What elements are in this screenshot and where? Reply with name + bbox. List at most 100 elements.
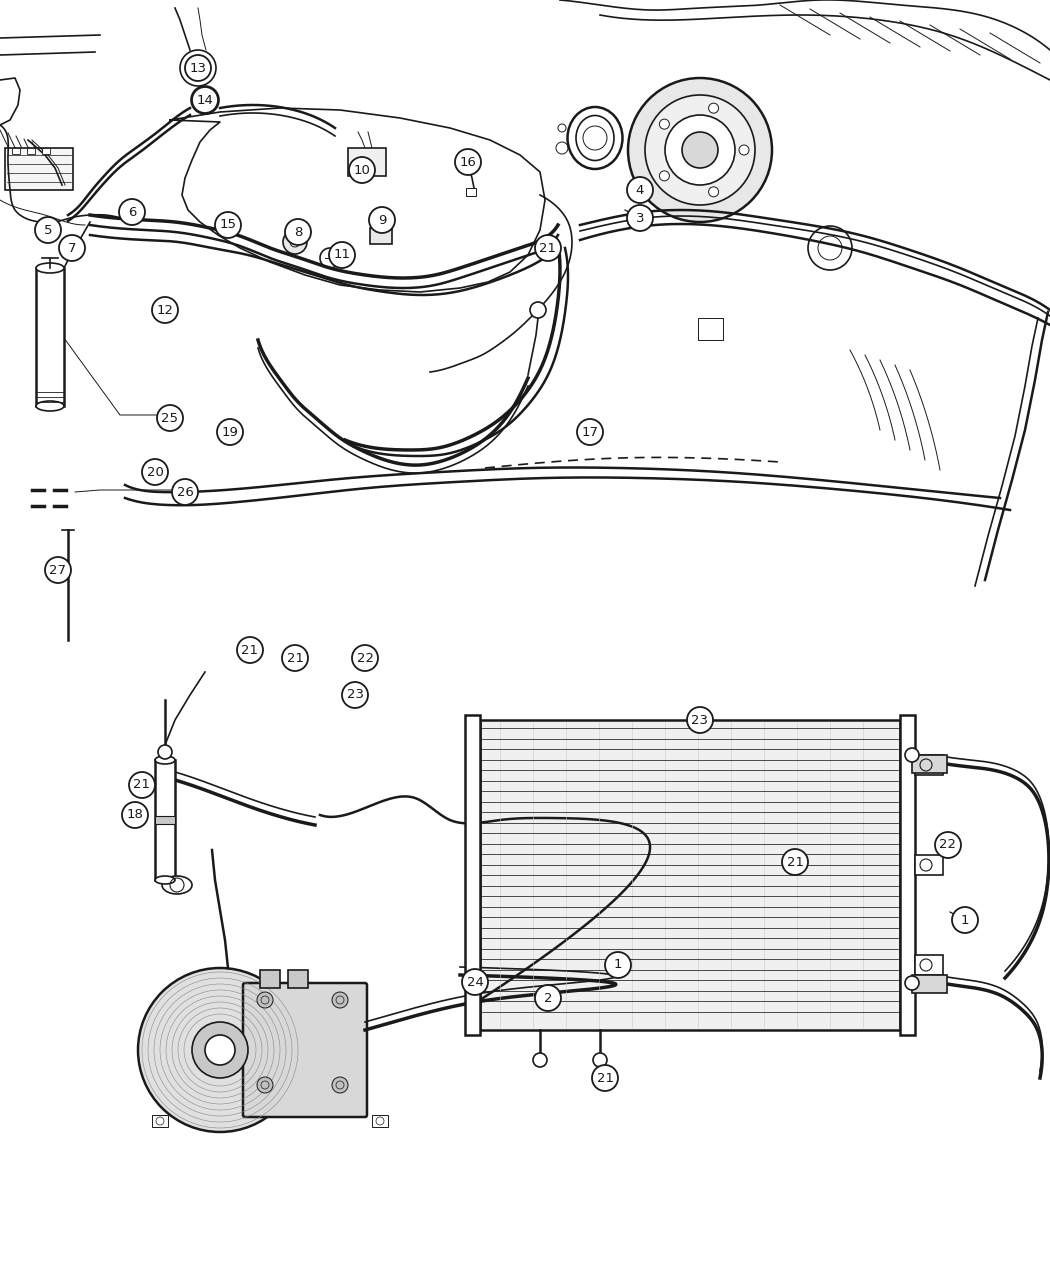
Circle shape <box>536 986 561 1011</box>
Ellipse shape <box>162 876 192 894</box>
Circle shape <box>138 968 302 1132</box>
Bar <box>465 715 480 1035</box>
Circle shape <box>627 205 653 231</box>
Bar <box>915 856 943 875</box>
Text: 25: 25 <box>162 412 178 425</box>
Text: 7: 7 <box>68 241 77 255</box>
Circle shape <box>530 302 546 317</box>
Circle shape <box>369 207 395 233</box>
Text: 10: 10 <box>354 163 371 176</box>
Circle shape <box>119 199 145 224</box>
Circle shape <box>329 242 355 268</box>
Text: 17: 17 <box>582 426 598 439</box>
Circle shape <box>687 708 713 733</box>
Circle shape <box>808 226 852 270</box>
Text: 21: 21 <box>540 241 557 255</box>
Circle shape <box>158 745 172 759</box>
Text: 21: 21 <box>596 1071 613 1085</box>
Text: 26: 26 <box>176 486 193 499</box>
Text: 15: 15 <box>219 218 236 232</box>
Text: 6: 6 <box>128 205 136 218</box>
Bar <box>480 720 900 1030</box>
Bar <box>466 187 476 196</box>
Text: 9: 9 <box>378 213 386 227</box>
Text: 21: 21 <box>133 779 150 792</box>
Circle shape <box>191 85 219 113</box>
Circle shape <box>659 171 670 181</box>
Circle shape <box>45 557 71 583</box>
Text: 3: 3 <box>635 212 645 224</box>
Text: 11: 11 <box>334 249 351 261</box>
Bar <box>155 760 175 880</box>
Bar <box>36 268 64 405</box>
Text: 27: 27 <box>49 564 66 576</box>
Circle shape <box>192 87 218 113</box>
Text: 21: 21 <box>786 856 803 868</box>
Circle shape <box>934 833 961 858</box>
Bar <box>152 1116 168 1127</box>
Circle shape <box>665 115 735 185</box>
Text: 24: 24 <box>466 975 483 988</box>
Text: 14: 14 <box>196 93 213 107</box>
FancyBboxPatch shape <box>243 983 368 1117</box>
Bar <box>5 148 74 190</box>
Circle shape <box>142 459 168 484</box>
Circle shape <box>257 1077 273 1093</box>
Circle shape <box>282 645 308 671</box>
Text: 19: 19 <box>222 426 238 439</box>
Bar <box>915 755 943 775</box>
Text: 1: 1 <box>614 959 623 972</box>
Text: 4: 4 <box>636 184 645 196</box>
Text: 21: 21 <box>287 652 303 664</box>
Bar <box>372 1116 388 1127</box>
Circle shape <box>739 145 749 156</box>
Bar <box>12 148 20 154</box>
Circle shape <box>952 907 978 933</box>
Circle shape <box>185 55 211 82</box>
Circle shape <box>593 1053 607 1067</box>
Circle shape <box>455 149 481 175</box>
Bar <box>698 317 723 340</box>
Circle shape <box>533 1053 547 1067</box>
Text: 13: 13 <box>189 61 207 74</box>
Circle shape <box>536 235 561 261</box>
Bar <box>27 148 35 154</box>
Circle shape <box>541 241 555 255</box>
Bar <box>915 955 943 975</box>
Circle shape <box>645 96 755 205</box>
Circle shape <box>180 50 216 85</box>
Circle shape <box>709 103 718 113</box>
Text: 22: 22 <box>940 839 957 852</box>
Bar <box>288 970 308 988</box>
Ellipse shape <box>567 107 623 170</box>
Text: 2: 2 <box>544 992 552 1005</box>
Circle shape <box>627 177 653 203</box>
Circle shape <box>158 405 183 431</box>
Text: 8: 8 <box>294 226 302 238</box>
Circle shape <box>285 219 311 245</box>
Circle shape <box>284 230 307 254</box>
Text: 23: 23 <box>346 688 363 701</box>
Bar <box>42 148 50 154</box>
Circle shape <box>59 235 85 261</box>
Circle shape <box>215 212 242 238</box>
Circle shape <box>628 78 772 222</box>
Circle shape <box>205 1035 235 1065</box>
Bar <box>348 148 386 176</box>
Circle shape <box>659 119 670 129</box>
Circle shape <box>592 1065 618 1091</box>
Circle shape <box>605 952 631 978</box>
Circle shape <box>352 645 378 671</box>
Ellipse shape <box>155 876 175 884</box>
Text: 18: 18 <box>127 808 144 821</box>
Text: 22: 22 <box>357 652 374 664</box>
Bar <box>260 970 280 988</box>
Circle shape <box>578 419 603 445</box>
Circle shape <box>257 992 273 1009</box>
Circle shape <box>192 1023 248 1077</box>
Circle shape <box>682 133 718 168</box>
Text: 20: 20 <box>147 465 164 478</box>
Ellipse shape <box>36 402 64 411</box>
Circle shape <box>342 682 368 708</box>
Circle shape <box>460 154 476 170</box>
